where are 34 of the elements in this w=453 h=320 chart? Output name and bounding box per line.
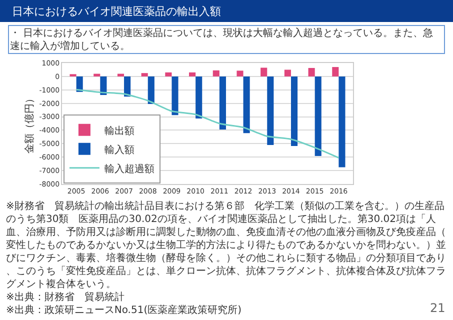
bar (338, 76, 346, 168)
bar (117, 74, 124, 76)
text: ※出典：財務省 貿易統計 (6, 291, 124, 303)
bar (76, 76, 83, 92)
bar (332, 67, 339, 76)
bar (243, 76, 250, 134)
bar (100, 76, 107, 95)
bar (148, 76, 154, 104)
text: ※出典：政策研ニュースNo.51(医薬産業政策研究所) (6, 304, 242, 316)
bar (267, 76, 274, 146)
bar (124, 76, 131, 97)
legend-label: 輸入額 (104, 144, 134, 156)
bar (219, 76, 226, 130)
bar (212, 70, 220, 76)
text: 21 (430, 301, 446, 315)
bar (196, 76, 202, 119)
y-axis-title: 金額（億円） (23, 94, 36, 154)
legend-label: 輸出額 (104, 124, 134, 137)
bar (260, 68, 268, 76)
legend-label: 輸入超過額 (104, 162, 154, 175)
bar (290, 76, 298, 146)
bar (236, 70, 244, 76)
bar (308, 68, 315, 76)
bar (189, 72, 196, 76)
bar (141, 73, 148, 76)
bar (94, 74, 100, 76)
line-series (76, 88, 340, 159)
bar (284, 70, 291, 76)
text: ※財務省 貿易統計の輸出統計品目表における第６部 化学工業（類似の工業を含む。）の生産品のうち第30類 医薬用品の30.02の項を、バイオ関連医薬品として抽出した。第30.02項は「人血、治療用、予防用又は診断用に調製した動物の血、免疫血清その他の血液分画物及び免疫産品（変性したものであるかないか又は生物工学的方法により得たものであるかないかを問わない。）並びにワクチン、毒素、培養微生物（酵母を除く。）その他これらに類する物品」の分類項目であり、このうち「変性免疫産品」とは、単クローン抗体、抗体フラグメント、抗体複合体及び抗体フラグメント複合体をいう。 (6, 200, 446, 290)
chart-title: 日本におけるバイオ関連医薬品の輸出入額 (12, 5, 221, 18)
chart-subtitle: ・ 日本におけるバイオ関連医薬品については、現状は大幅な輸入超過となっている。また、急速に輸入が増加している。 (10, 27, 434, 52)
bar (172, 76, 178, 116)
bar (165, 72, 172, 76)
bar (314, 76, 322, 156)
